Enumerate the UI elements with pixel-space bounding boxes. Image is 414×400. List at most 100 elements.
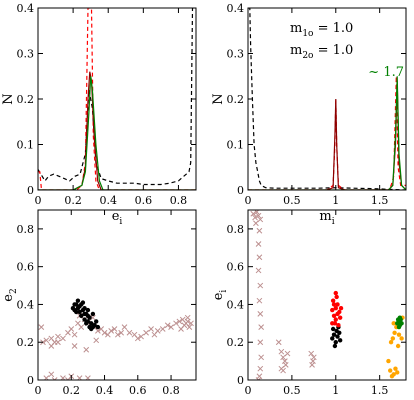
data-point bbox=[256, 254, 263, 261]
data-point bbox=[390, 336, 396, 341]
data-point bbox=[252, 214, 258, 221]
series-line bbox=[38, 8, 196, 186]
x-tick-label: 0 bbox=[35, 194, 42, 207]
y-tick-label: 0.3 bbox=[227, 48, 245, 61]
plot-area bbox=[38, 8, 196, 190]
data-point bbox=[121, 324, 128, 330]
x-tick-label: 0 bbox=[245, 194, 252, 207]
data-point bbox=[284, 350, 291, 357]
y-tick-label: 0.2 bbox=[227, 93, 245, 106]
x-tick-label: 0.2 bbox=[63, 384, 81, 397]
y-tick-label: 0 bbox=[237, 374, 244, 387]
data-point bbox=[168, 324, 174, 330]
data-point bbox=[257, 282, 264, 289]
data-point bbox=[258, 324, 265, 330]
y-tick-label: 0 bbox=[27, 374, 34, 387]
data-point bbox=[330, 326, 336, 332]
data-point bbox=[333, 340, 338, 345]
series-line bbox=[248, 76, 406, 190]
data-point bbox=[278, 348, 285, 355]
x-axis-label: ei bbox=[112, 209, 123, 227]
data-point bbox=[256, 227, 263, 234]
series-line bbox=[248, 8, 406, 190]
data-point bbox=[68, 326, 75, 332]
data-point bbox=[396, 332, 402, 337]
x-tick-label: 0.5 bbox=[283, 194, 301, 207]
data-point bbox=[143, 329, 149, 336]
y-tick-label: 0.1 bbox=[227, 139, 245, 152]
data-point bbox=[395, 343, 401, 349]
data-point bbox=[338, 306, 344, 311]
data-point bbox=[399, 336, 404, 341]
y-axis-label: e2 bbox=[1, 288, 19, 301]
data-point bbox=[282, 362, 289, 368]
x-axis-label: mi bbox=[319, 209, 334, 227]
x-tick-label: 1 bbox=[332, 194, 339, 207]
panel-ei-hist: 0 0.2 0.4 0.6 0.8 0 0.1 0.2 0.3 0.4 ei N bbox=[1, 2, 197, 227]
x-tick-label: 1 bbox=[332, 384, 339, 397]
panel-mi-ei: 0 0.5 1 1.5 0 0.2 0.4 0.6 0.8 mi ei bbox=[211, 209, 407, 400]
data-point bbox=[80, 300, 86, 305]
data-point bbox=[331, 302, 337, 307]
x-tick-label: 0 bbox=[245, 384, 252, 397]
y-tick-label: 0 bbox=[237, 184, 244, 197]
data-point bbox=[396, 324, 402, 330]
data-point bbox=[111, 326, 118, 332]
data-point bbox=[79, 313, 84, 318]
data-point bbox=[186, 324, 193, 330]
data-point bbox=[51, 377, 58, 380]
data-point bbox=[164, 322, 171, 329]
x-tick-label: 0.8 bbox=[162, 384, 180, 397]
data-point bbox=[391, 321, 396, 326]
data-point bbox=[330, 307, 335, 313]
x-tick-label: 0.5 bbox=[283, 384, 301, 397]
x-tick-label: 0.8 bbox=[170, 194, 188, 207]
data-point bbox=[333, 317, 338, 322]
data-point bbox=[257, 365, 264, 372]
data-point bbox=[89, 321, 94, 326]
plot-area bbox=[248, 8, 406, 190]
data-point bbox=[280, 367, 286, 374]
data-point bbox=[258, 354, 265, 361]
data-point bbox=[331, 313, 337, 318]
y-axis-label: N bbox=[211, 93, 226, 104]
annotation-label: ~ 1.7 bbox=[368, 65, 404, 80]
x-tick-label: 1.5 bbox=[371, 194, 389, 207]
y-tick-label: 0 bbox=[27, 184, 34, 197]
y-tick-label: 0.8 bbox=[17, 223, 35, 236]
y-tick-label: 0.2 bbox=[17, 336, 35, 349]
x-tick-label: 0.4 bbox=[96, 384, 114, 397]
data-point bbox=[335, 334, 340, 339]
data-point bbox=[43, 337, 50, 344]
data-point bbox=[48, 343, 55, 349]
data-point bbox=[332, 343, 338, 349]
data-point bbox=[335, 311, 340, 317]
data-point bbox=[255, 241, 262, 247]
data-point bbox=[334, 328, 339, 334]
data-point bbox=[65, 377, 71, 380]
y-axis-label: N bbox=[1, 93, 16, 104]
data-point bbox=[95, 328, 101, 334]
data-point bbox=[90, 314, 96, 321]
series-line bbox=[38, 76, 196, 190]
data-point bbox=[82, 306, 87, 311]
data-point bbox=[184, 314, 191, 321]
data-point bbox=[393, 366, 398, 371]
data-point bbox=[176, 318, 183, 325]
data-point bbox=[126, 329, 133, 336]
data-point bbox=[333, 306, 338, 311]
y-axis-label: ei bbox=[211, 290, 229, 301]
series-line bbox=[248, 76, 406, 190]
data-point bbox=[335, 302, 340, 307]
data-point bbox=[275, 339, 282, 346]
data-point bbox=[388, 368, 393, 373]
data-point bbox=[55, 333, 61, 340]
data-point bbox=[95, 324, 101, 330]
y-tick-label: 0.4 bbox=[17, 2, 35, 15]
data-point bbox=[134, 335, 141, 342]
x-tick-label: 0.4 bbox=[99, 194, 117, 207]
data-point bbox=[38, 324, 45, 330]
plot-area bbox=[38, 298, 194, 380]
legend-entry: m2o = 1.0 bbox=[290, 43, 353, 61]
data-point bbox=[77, 309, 82, 315]
